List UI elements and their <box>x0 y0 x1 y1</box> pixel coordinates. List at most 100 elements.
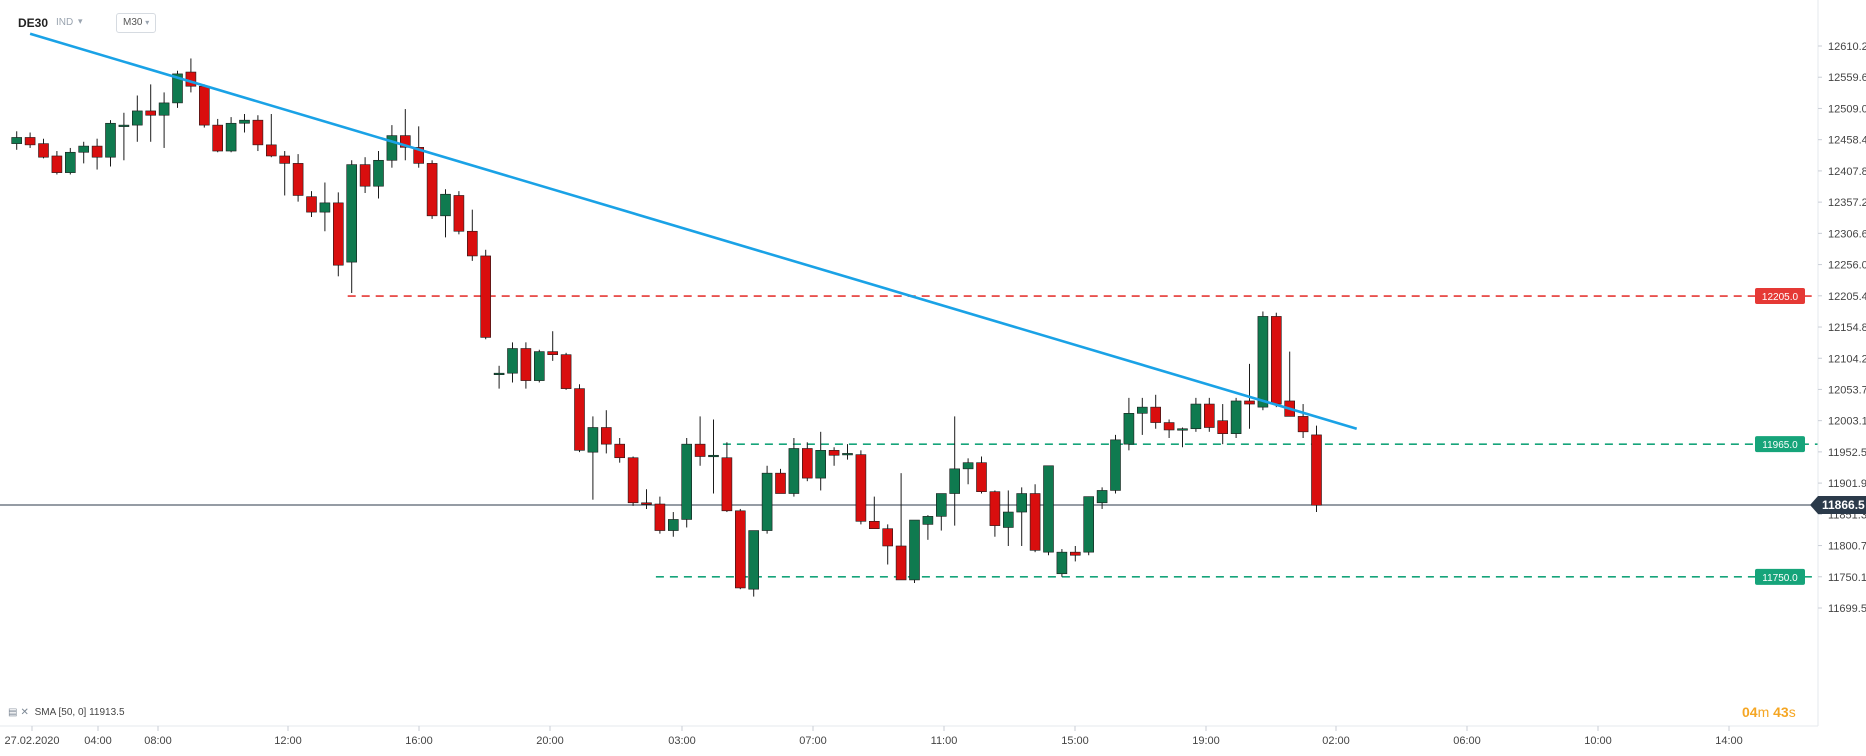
candle-body-bullish <box>788 448 800 494</box>
y-tick-label: 12509.0 <box>1828 103 1866 115</box>
candle-countdown: 04m 43s <box>1742 704 1796 720</box>
candle-body-bullish <box>440 193 451 217</box>
x-tick-label: 10:00 <box>1584 735 1612 747</box>
candle-body-bullish <box>708 454 719 458</box>
support-price-tag <box>1755 568 1805 585</box>
candle-body-bearish <box>199 85 210 126</box>
x-tick-label: 14:00 <box>1715 735 1743 747</box>
y-tick-label: 12306.6 <box>1828 228 1866 240</box>
y-tick-label: 11699.5 <box>1828 603 1866 615</box>
candle-body-bullish <box>373 159 384 187</box>
candle-body-bullish <box>681 443 693 520</box>
candle-body-bearish <box>560 354 572 389</box>
candle-body-bearish <box>306 196 317 213</box>
x-axis: 27.02.2020 04:00 08:00 12:00 16:00 20:00 03:00… <box>0 725 1818 747</box>
candle-body-bullish <box>1230 400 1242 434</box>
countdown-minutes: 04 <box>1742 704 1758 720</box>
candle-body-bullish <box>132 110 143 126</box>
candle-body-bearish <box>1244 400 1255 405</box>
indicator-settings-icon[interactable]: ▤ <box>8 707 18 718</box>
candle-body-bullish <box>118 124 130 127</box>
support-price-tag <box>1755 436 1805 453</box>
candle-body-bullish <box>1096 490 1108 504</box>
chevron-down-icon[interactable]: ▾ <box>78 16 83 26</box>
candle-body-bearish <box>332 202 344 266</box>
candle-body-bullish <box>815 450 827 479</box>
candle-body-bullish <box>949 468 961 494</box>
horizontal-levels-layer <box>347 295 1818 578</box>
x-tick-label: 03:00 <box>668 735 696 747</box>
close-icon[interactable]: ✕ <box>20 707 29 718</box>
candle-body-bearish <box>38 143 49 158</box>
candle-body-bearish <box>1311 434 1322 506</box>
candle-body-bearish <box>801 448 813 479</box>
candle-body-bearish <box>520 348 532 381</box>
x-tick-label: 08:00 <box>144 735 172 747</box>
y-tick-label: 12559.6 <box>1828 72 1866 84</box>
candle-body-bullish <box>962 462 974 470</box>
y-axis: 12610.2 12559.6 12509.0 12458.4 12407.8 12357… <box>1818 41 1866 615</box>
y-tick-label: 12154.8 <box>1828 322 1866 334</box>
candle-body-bearish <box>212 124 223 152</box>
candle-body-bullish <box>239 119 250 124</box>
support-price-label: 11750.0 <box>1762 573 1798 584</box>
candle-body-bullish <box>65 151 76 173</box>
candle-body-bearish <box>145 110 156 116</box>
candle-body-bearish <box>775 472 786 494</box>
countdown-minutes-unit: m <box>1757 704 1770 720</box>
x-tick-label: 07:00 <box>799 735 827 747</box>
x-tick-label: 20:00 <box>536 735 564 747</box>
y-tick-label: 11952.5 <box>1828 447 1866 459</box>
candle-body-bearish <box>359 164 371 187</box>
candle-body-bearish <box>734 510 746 589</box>
candle-body-bullish <box>922 516 934 525</box>
current-price-tag <box>1810 495 1866 514</box>
candle-body-bullish <box>158 102 170 116</box>
candle-body-bearish <box>627 457 639 504</box>
support-price-label: 11965.0 <box>1762 440 1798 451</box>
candle-body-bullish <box>1257 316 1269 408</box>
x-tick-label: 15:00 <box>1061 735 1089 747</box>
candle-body-bullish <box>667 519 679 531</box>
candle-body-bullish <box>1016 493 1028 513</box>
x-tick-label: 27.02.2020 <box>4 735 59 747</box>
candle-body-bearish <box>252 119 264 146</box>
candle-body-bearish <box>641 502 652 505</box>
y-tick-label: 11800.7 <box>1828 541 1866 553</box>
y-tick-label: 12003.1 <box>1828 416 1866 428</box>
x-tick-label: 02:00 <box>1322 735 1350 747</box>
candle-body-bullish <box>748 530 760 590</box>
candle-body-bullish <box>493 372 505 375</box>
candle-body-bullish <box>533 351 545 381</box>
candle-body-bearish <box>574 388 585 451</box>
chevron-down-icon: ▾ <box>145 18 150 27</box>
candle-body-bearish <box>1150 406 1161 423</box>
candle-body-bullish <box>587 427 599 453</box>
y-tick-label: 12610.2 <box>1828 41 1866 53</box>
candle-body-bearish <box>989 491 1001 526</box>
candle-body-bearish <box>868 520 880 530</box>
timeframe-selector[interactable]: M30 ▾ <box>116 13 157 33</box>
candle-body-bearish <box>1029 493 1041 551</box>
x-tick-label: 12:00 <box>274 735 302 747</box>
candle-body-bullish <box>507 348 518 374</box>
y-tick-label: 12357.2 <box>1828 197 1866 209</box>
candle-body-bullish <box>761 472 773 531</box>
candle-body-bearish <box>426 163 438 217</box>
candle-body-bearish <box>694 443 706 457</box>
candle-body-bearish <box>721 457 733 512</box>
candle-body-bearish <box>265 144 277 157</box>
candle-body-bullish <box>1043 465 1054 553</box>
x-tick-label: 04:00 <box>84 735 112 747</box>
candle-body-bullish <box>1083 496 1094 553</box>
indicator-legend[interactable]: ▤ ✕ SMA [50, 0] 11913.5 <box>8 707 125 718</box>
downtrend-line[interactable] <box>29 32 1358 430</box>
candle-body-bearish <box>480 255 492 338</box>
candle-body-bearish <box>855 454 867 522</box>
instrument-symbol[interactable]: DE30 <box>18 16 49 30</box>
timeframe-label: M30 <box>123 17 143 28</box>
candle-body-bearish <box>292 163 304 196</box>
instrument-type-label: IND <box>56 17 74 28</box>
candle-body-bullish <box>11 137 22 144</box>
